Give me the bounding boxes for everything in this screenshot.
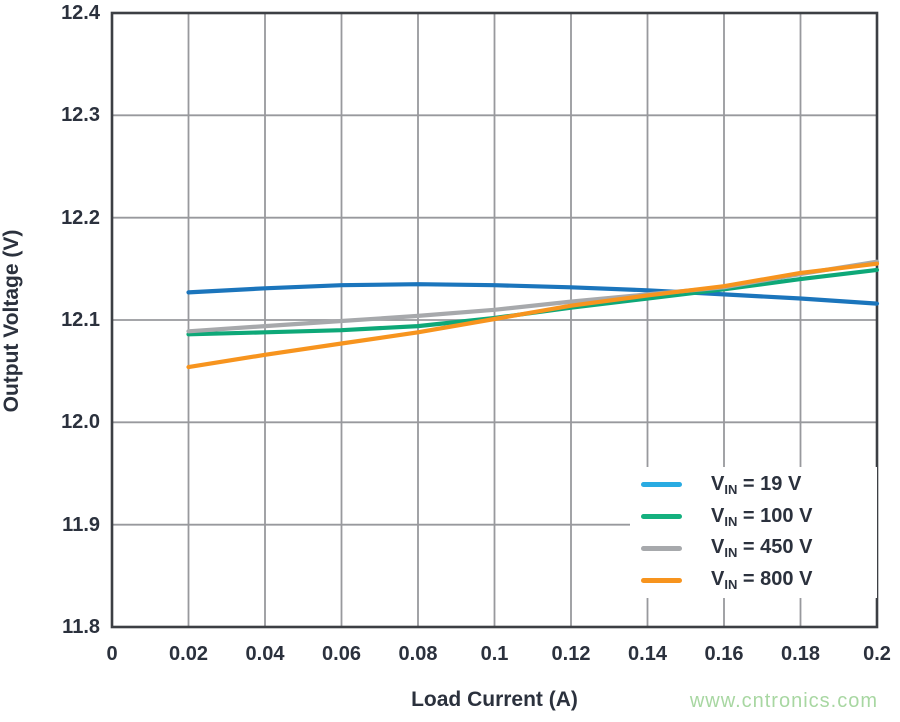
y-tick-label: 11.8: [62, 616, 100, 638]
legend-line-swatch: [641, 577, 682, 583]
legend-label: VIN = 19 V: [711, 472, 802, 497]
watermark: www.cntronics.com: [689, 690, 878, 712]
legend-line-swatch: [641, 514, 682, 520]
legend-label: VIN = 800 V: [711, 568, 813, 593]
x-tick-label: 0.18: [781, 643, 820, 665]
legend-row: VIN = 100 V: [630, 502, 877, 532]
y-tick-label: 12.2: [61, 206, 100, 229]
x-tick-label: 0.08: [398, 643, 438, 665]
x-tick-label: 0: [106, 643, 118, 665]
x-tick-label: 0.2: [863, 643, 891, 665]
legend-row: VIN = 450 V: [630, 533, 877, 563]
series-line-vin-19-v: [186, 282, 880, 306]
legend: VIN = 19 V VIN = 100 V VIN = 450 V VIN = 80…: [630, 467, 877, 598]
legend-label: VIN = 450 V: [711, 536, 813, 561]
legend-row: VIN = 19 V: [630, 470, 877, 500]
legend-row: VIN = 800 V: [630, 565, 877, 595]
y-tick-label: 12.1: [61, 309, 100, 331]
series-line-vin-800-v: [186, 261, 880, 370]
y-tick-label: 12.3: [61, 104, 100, 127]
x-tick-label: 0.16: [704, 643, 744, 665]
x-tick-label: 0.1: [480, 643, 509, 665]
x-tick-label: 0.12: [551, 643, 591, 665]
x-tick-label: 0.04: [245, 643, 285, 665]
y-tick-label: 12.4: [61, 2, 100, 24]
legend-label: VIN = 100 V: [711, 504, 813, 529]
y-tick-label: 11.9: [62, 513, 100, 536]
legend-line-swatch: [641, 482, 682, 488]
y-tick-label: 12.0: [61, 411, 100, 434]
plot-border: [110, 11, 879, 629]
x-axis-title: Load Current (A): [411, 688, 578, 711]
y-axis-title: Output Voltage (V): [0, 229, 23, 413]
legend-line-swatch: [641, 545, 682, 551]
x-tick-label: 0.14: [628, 643, 667, 665]
x-tick-label: 0.06: [322, 643, 361, 665]
x-tick-label: 0.02: [169, 643, 208, 665]
